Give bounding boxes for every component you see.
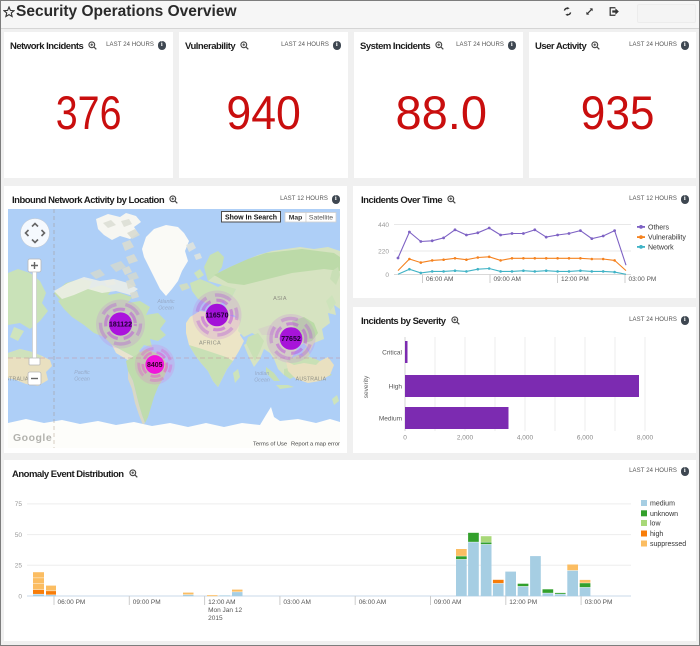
svg-text:440: 440 bbox=[378, 222, 389, 229]
svg-text:severity: severity bbox=[363, 375, 370, 398]
svg-text:03:00 AM: 03:00 AM bbox=[283, 599, 310, 606]
svg-text:09:00 AM: 09:00 AM bbox=[434, 599, 461, 606]
svg-text:unknown: unknown bbox=[650, 511, 678, 518]
svg-text:Show In Search: Show In Search bbox=[225, 214, 277, 221]
svg-text:06:00 AM: 06:00 AM bbox=[359, 599, 386, 606]
svg-text:STRALIA: STRALIA bbox=[8, 377, 29, 383]
svg-text:AUSTRALIA: AUSTRALIA bbox=[296, 377, 327, 383]
svg-text:Atlantic: Atlantic bbox=[156, 299, 175, 305]
svg-text:4,000: 4,000 bbox=[517, 435, 534, 442]
svg-text:09:00 PM: 09:00 PM bbox=[133, 599, 161, 606]
svg-text:medium: medium bbox=[650, 501, 675, 508]
svg-text:Pacific: Pacific bbox=[74, 370, 90, 376]
svg-text:77652: 77652 bbox=[281, 336, 301, 343]
svg-text:Others: Others bbox=[648, 224, 670, 231]
svg-text:12:00 PM: 12:00 PM bbox=[561, 276, 589, 283]
svg-text:AFRICA: AFRICA bbox=[199, 341, 221, 347]
svg-text:220: 220 bbox=[378, 248, 389, 255]
svg-text:Critical: Critical bbox=[382, 349, 402, 356]
svg-text:high: high bbox=[650, 531, 663, 538]
svg-text:6,000: 6,000 bbox=[577, 435, 594, 442]
svg-text:25: 25 bbox=[15, 563, 23, 570]
svg-text:50: 50 bbox=[15, 532, 23, 539]
svg-text:06:00 AM: 06:00 AM bbox=[426, 276, 453, 283]
svg-text:Report a map error: Report a map error bbox=[291, 442, 340, 448]
svg-text:Mon Jan 12: Mon Jan 12 bbox=[208, 607, 242, 614]
svg-text:03:00 PM: 03:00 PM bbox=[629, 276, 657, 283]
svg-text:Network: Network bbox=[648, 244, 674, 251]
svg-text:Satellite: Satellite bbox=[309, 214, 333, 221]
svg-text:75: 75 bbox=[15, 501, 23, 508]
svg-text:09:00 AM: 09:00 AM bbox=[494, 276, 521, 283]
svg-text:0: 0 bbox=[403, 435, 407, 442]
svg-text:Vulnerability: Vulnerability bbox=[648, 235, 686, 242]
svg-text:8405: 8405 bbox=[147, 362, 163, 369]
svg-text:116570: 116570 bbox=[206, 313, 229, 320]
svg-text:0: 0 bbox=[18, 593, 22, 600]
svg-text:12:00 PM: 12:00 PM bbox=[509, 599, 537, 606]
svg-text:2,000: 2,000 bbox=[457, 435, 474, 442]
svg-text:Ocean: Ocean bbox=[74, 377, 90, 383]
svg-text:12:00 AM: 12:00 AM bbox=[208, 599, 235, 606]
svg-text:8,000: 8,000 bbox=[637, 435, 654, 442]
svg-text:Terms of Use: Terms of Use bbox=[253, 442, 287, 448]
svg-text:Indian: Indian bbox=[255, 371, 269, 377]
svg-text:06:00 PM: 06:00 PM bbox=[58, 599, 86, 606]
svg-text:High: High bbox=[389, 383, 403, 390]
svg-text:0: 0 bbox=[385, 272, 389, 279]
svg-text:03:00 PM: 03:00 PM bbox=[585, 599, 613, 606]
svg-text:181122: 181122 bbox=[109, 322, 132, 329]
svg-text:Google: Google bbox=[13, 432, 52, 444]
svg-text:Ocean: Ocean bbox=[254, 378, 270, 384]
svg-text:2015: 2015 bbox=[208, 615, 223, 622]
svg-text:Medium: Medium bbox=[379, 415, 402, 422]
svg-text:low: low bbox=[650, 521, 661, 528]
svg-text:suppressed: suppressed bbox=[650, 541, 686, 548]
svg-text:Map: Map bbox=[289, 214, 303, 221]
svg-text:ASIA: ASIA bbox=[273, 296, 287, 302]
svg-text:Ocean: Ocean bbox=[158, 306, 174, 312]
